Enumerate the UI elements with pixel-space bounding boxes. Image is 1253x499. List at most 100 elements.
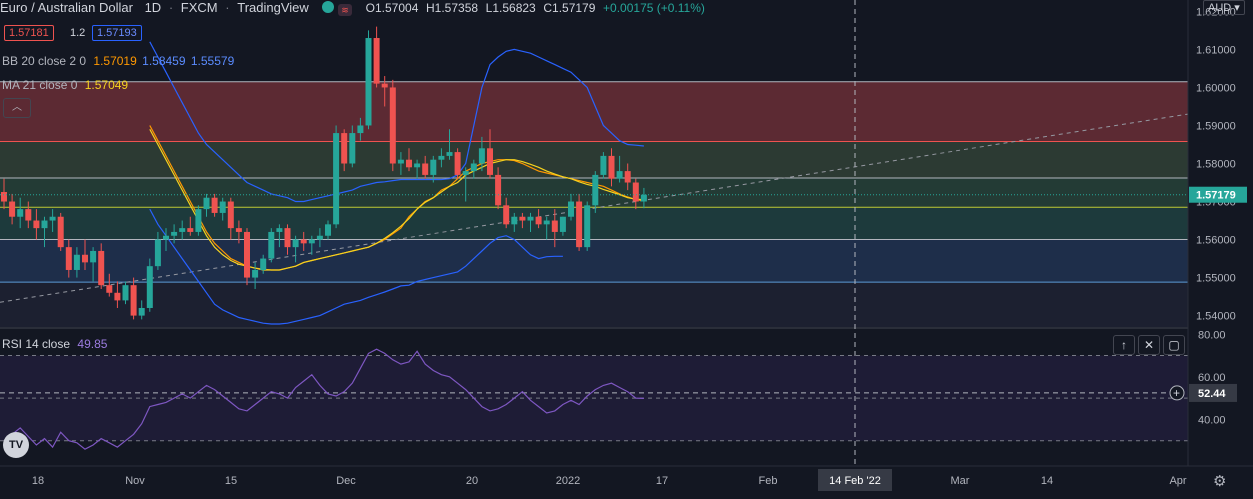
plus-icon: + bbox=[1173, 386, 1180, 400]
tradingview-logo-icon[interactable]: TV bbox=[3, 432, 29, 458]
candle-body bbox=[551, 220, 558, 232]
candle-body bbox=[535, 216, 542, 225]
candle-body bbox=[41, 220, 48, 229]
bb-lower-line bbox=[149, 208, 563, 325]
ma-legend[interactable]: MA 21 close 0 1.57049 bbox=[2, 78, 128, 92]
bb-upper-line bbox=[149, 41, 644, 203]
candle-body bbox=[276, 228, 283, 232]
candle-body bbox=[527, 216, 534, 221]
price-tick-label: 1.58000 bbox=[1196, 159, 1236, 171]
sell-button[interactable]: 1.57181 bbox=[4, 25, 54, 41]
candle-body bbox=[227, 201, 234, 229]
candle-body bbox=[543, 220, 550, 225]
candle-body bbox=[316, 235, 323, 240]
candle-body bbox=[478, 148, 485, 164]
time-tick-label: Mar bbox=[951, 475, 970, 487]
candle-body bbox=[154, 239, 161, 267]
market-status-icon[interactable] bbox=[322, 1, 335, 13]
price-axis-bg bbox=[1188, 0, 1253, 499]
candle-body bbox=[373, 38, 380, 84]
candle-body bbox=[252, 269, 259, 278]
candle-body bbox=[65, 247, 72, 270]
candle-body bbox=[171, 231, 178, 236]
price-tick-label: 1.55000 bbox=[1196, 273, 1236, 285]
rsi-tick-label: 40.00 bbox=[1198, 414, 1226, 426]
interval-label[interactable]: 1D bbox=[144, 0, 162, 15]
candle-body bbox=[179, 228, 186, 232]
candle-body bbox=[365, 38, 372, 126]
candle-body bbox=[487, 148, 493, 175]
time-tick-label: 18 bbox=[32, 475, 44, 487]
bb-upper-value: 1.58459 bbox=[142, 54, 186, 68]
close-icon: ✕ bbox=[1143, 338, 1155, 352]
time-tick-label: 20 bbox=[466, 475, 478, 487]
rsi-crosshair-badge bbox=[1189, 383, 1237, 402]
candle-body bbox=[82, 254, 88, 263]
gear-icon[interactable]: ⚙ bbox=[1213, 473, 1227, 490]
time-tick-label: Nov bbox=[125, 475, 145, 487]
candle-body bbox=[406, 159, 412, 168]
candle-body bbox=[470, 163, 477, 172]
price-zone bbox=[0, 81, 1188, 142]
ohlc-change: +0.00175 (+0.11%) bbox=[603, 1, 705, 15]
candle-body bbox=[203, 197, 210, 210]
bb-basis-value: 1.57019 bbox=[93, 54, 137, 68]
ohlc-high: H1.57358 bbox=[426, 1, 479, 15]
candle-body bbox=[260, 258, 267, 270]
candle-body bbox=[187, 228, 194, 232]
source-label: TradingView bbox=[237, 0, 309, 15]
ohlc-low: L1.56823 bbox=[485, 1, 536, 15]
chevron-up-icon: ︿ bbox=[12, 102, 22, 113]
price-zone bbox=[0, 282, 1188, 327]
symbol-name[interactable]: Euro / Australian Dollar bbox=[0, 0, 133, 15]
chevron-down-icon: ▾ bbox=[1234, 2, 1240, 14]
symbol-header[interactable]: Euro / Australian Dollar 1D · FXCM · Tra… bbox=[0, 0, 705, 16]
time-tick-label: Dec bbox=[336, 475, 356, 487]
buy-button[interactable]: 1.57193 bbox=[92, 25, 142, 41]
currency-label: AUD bbox=[1208, 2, 1232, 14]
close-pane-button[interactable]: ✕ bbox=[1138, 335, 1160, 355]
rsi-line bbox=[3, 348, 644, 450]
candle-body bbox=[600, 155, 607, 175]
price-tick-label: 1.61000 bbox=[1196, 44, 1236, 56]
candle-body bbox=[325, 224, 331, 236]
currency-button[interactable]: AUD ▾ bbox=[1203, 0, 1245, 15]
sell-price: 1.57181 bbox=[9, 27, 49, 39]
candle-body bbox=[632, 182, 639, 202]
ma-value: 1.57049 bbox=[84, 78, 129, 92]
candle-body bbox=[308, 239, 315, 244]
candle-body bbox=[98, 250, 105, 286]
candle-body bbox=[25, 209, 32, 221]
last-price-label: 1.57179 bbox=[1196, 190, 1236, 202]
rsi-tick-label: 60.00 bbox=[1198, 372, 1226, 384]
alert-icon[interactable]: ≋ bbox=[338, 4, 353, 16]
price-zone bbox=[0, 239, 1188, 283]
move-pane-up-button[interactable]: ↑ bbox=[1113, 335, 1135, 355]
ma-label: MA 21 close 0 bbox=[2, 78, 78, 92]
candle-body bbox=[73, 254, 80, 270]
candle-body bbox=[268, 231, 275, 259]
last-price-badge bbox=[1189, 186, 1247, 203]
candle-body bbox=[559, 216, 566, 232]
bb-legend[interactable]: BB 20 close 2 0 1.57019 1.58459 1.55579 bbox=[2, 54, 234, 68]
time-tick-label: 15 bbox=[225, 475, 237, 487]
price-zone bbox=[0, 207, 1188, 240]
candle-body bbox=[495, 174, 502, 206]
time-tick-label: 17 bbox=[656, 475, 668, 487]
candle-body bbox=[341, 133, 348, 164]
rsi-legend[interactable]: RSI 14 close 49.85 bbox=[2, 337, 107, 351]
candle-body bbox=[511, 216, 518, 225]
candle-body bbox=[616, 171, 623, 179]
candle-body bbox=[17, 209, 24, 217]
collapse-legend-button[interactable]: ︿ bbox=[3, 98, 31, 118]
candle-body bbox=[438, 155, 445, 160]
candle-body bbox=[9, 201, 16, 217]
candle-body bbox=[414, 163, 421, 168]
rsi-crosshair-label: 52.44 bbox=[1198, 388, 1226, 400]
candle-body bbox=[49, 216, 56, 221]
maximize-pane-button[interactable]: ▢ bbox=[1163, 335, 1185, 355]
candle-body bbox=[163, 235, 169, 240]
candle-body bbox=[454, 152, 461, 175]
candle-body bbox=[446, 152, 453, 156]
